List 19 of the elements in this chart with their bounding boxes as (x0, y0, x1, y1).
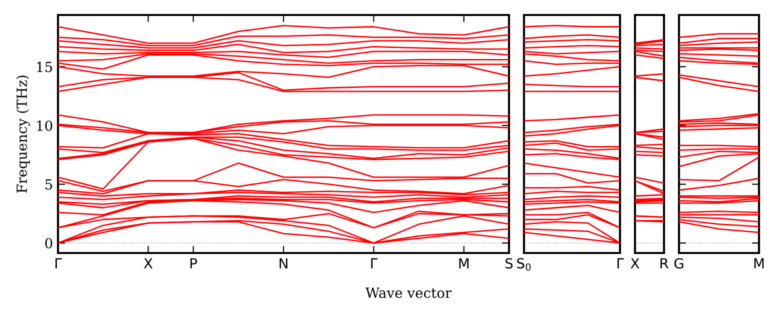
x-tick-label: Γ (371, 258, 378, 268)
x-tick-label: Γ (55, 258, 62, 268)
y-tick-label: 10 (37, 120, 52, 131)
y-tick-label: 5 (45, 179, 52, 190)
x-tick-label: N (280, 258, 288, 268)
x-tick-label: Γ (617, 258, 624, 268)
x-tick-label: R (660, 258, 668, 268)
x-tick-label: S (506, 258, 513, 269)
x-tick-label: M (754, 258, 764, 268)
x-tick-label: P (190, 258, 198, 268)
y-tick-label: 15 (37, 62, 52, 72)
x-axis-title: Wave vector (365, 288, 452, 298)
x-tick-label: G (674, 258, 684, 269)
x-tick-label: X (630, 258, 640, 268)
x-tick-label: S$_{0}$ (517, 258, 531, 271)
x-tick-label: M (459, 258, 469, 268)
x-tick-label: X (144, 258, 153, 268)
y-axis-title: Frequency (THz) (16, 76, 30, 193)
y-tick-label: 0 (45, 238, 52, 248)
